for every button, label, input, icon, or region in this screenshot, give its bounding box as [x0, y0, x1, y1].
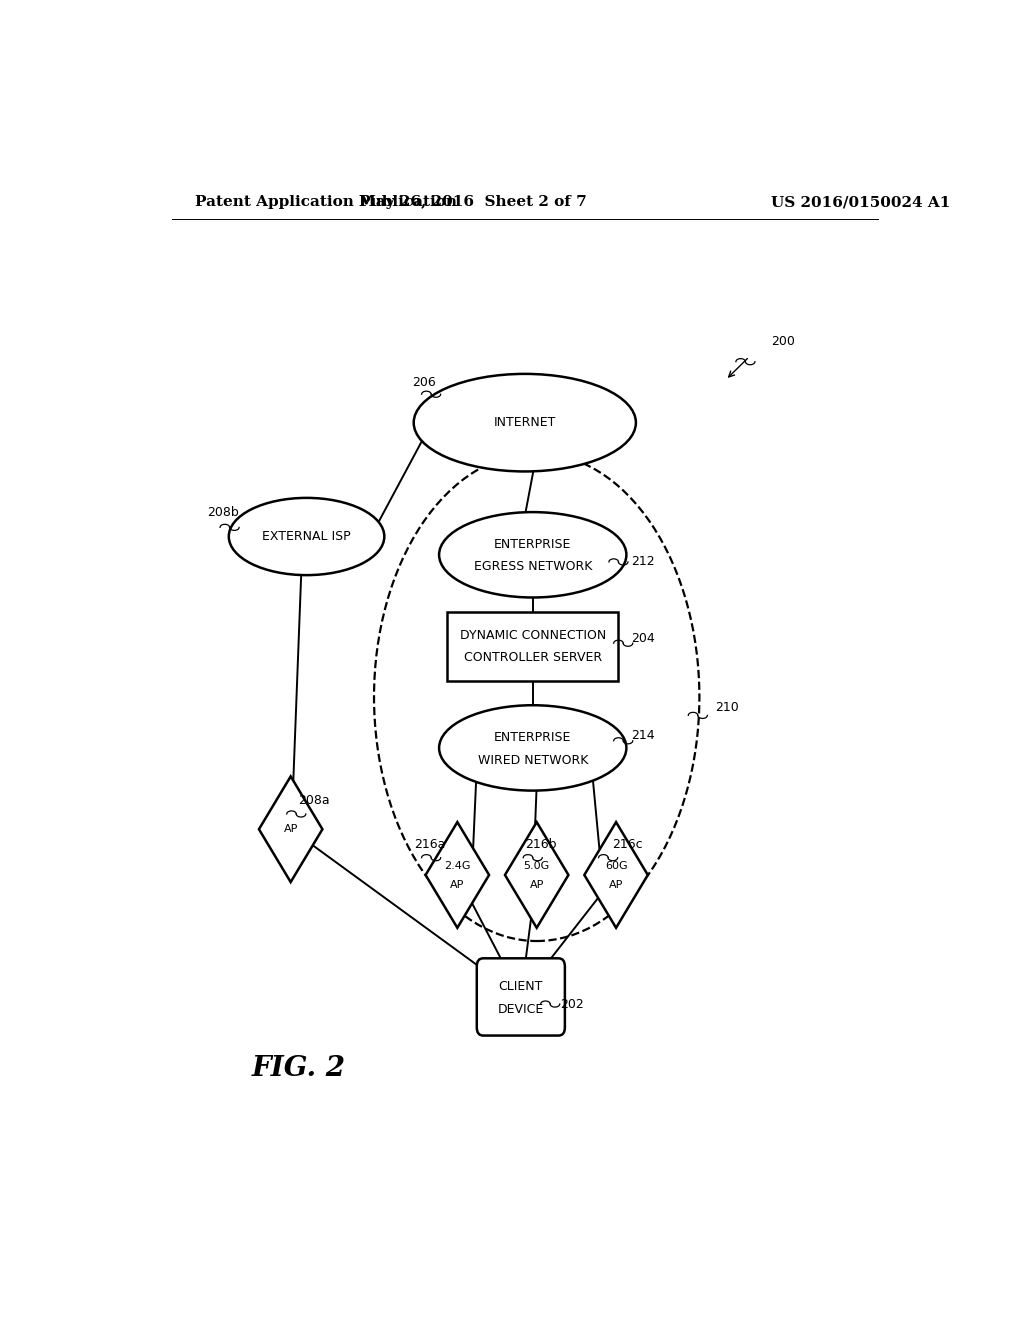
Text: 204: 204: [631, 632, 655, 644]
Polygon shape: [585, 822, 648, 928]
Polygon shape: [426, 822, 489, 928]
Text: 208b: 208b: [207, 506, 240, 519]
Text: Patent Application Publication: Patent Application Publication: [196, 195, 458, 209]
Text: FIG. 2: FIG. 2: [252, 1055, 346, 1081]
Text: WIRED NETWORK: WIRED NETWORK: [477, 754, 588, 767]
Text: AP: AP: [529, 880, 544, 890]
Text: AP: AP: [609, 880, 624, 890]
Text: DEVICE: DEVICE: [498, 1003, 544, 1015]
Text: 60G: 60G: [605, 861, 628, 871]
Ellipse shape: [414, 374, 636, 471]
Ellipse shape: [439, 512, 627, 598]
Text: INTERNET: INTERNET: [494, 416, 556, 429]
Text: 216c: 216c: [612, 838, 643, 851]
Text: May 26, 2016  Sheet 2 of 7: May 26, 2016 Sheet 2 of 7: [359, 195, 587, 209]
Text: 216a: 216a: [414, 838, 445, 851]
Text: EXTERNAL ISP: EXTERNAL ISP: [262, 531, 351, 543]
Text: 2.4G: 2.4G: [444, 861, 471, 871]
Text: 5.0G: 5.0G: [523, 861, 550, 871]
Text: AP: AP: [284, 824, 298, 834]
Text: 212: 212: [631, 556, 654, 569]
Text: 208a: 208a: [299, 795, 331, 808]
Text: 210: 210: [715, 701, 739, 714]
Text: 200: 200: [771, 335, 795, 348]
Text: ENTERPRISE: ENTERPRISE: [494, 731, 571, 744]
Polygon shape: [505, 822, 568, 928]
FancyBboxPatch shape: [477, 958, 565, 1036]
Text: DYNAMIC CONNECTION: DYNAMIC CONNECTION: [460, 628, 606, 642]
Text: 206: 206: [412, 375, 436, 388]
Text: AP: AP: [451, 880, 465, 890]
Text: US 2016/0150024 A1: US 2016/0150024 A1: [771, 195, 950, 209]
Text: 216b: 216b: [524, 838, 556, 851]
Ellipse shape: [439, 705, 627, 791]
Ellipse shape: [228, 498, 384, 576]
Polygon shape: [259, 776, 323, 882]
Text: 202: 202: [560, 998, 585, 1011]
Text: EGRESS NETWORK: EGRESS NETWORK: [473, 561, 592, 573]
Text: ENTERPRISE: ENTERPRISE: [494, 539, 571, 552]
Text: 214: 214: [631, 729, 654, 742]
FancyBboxPatch shape: [447, 611, 618, 681]
Text: CLIENT: CLIENT: [499, 981, 543, 993]
Text: CONTROLLER SERVER: CONTROLLER SERVER: [464, 651, 602, 664]
